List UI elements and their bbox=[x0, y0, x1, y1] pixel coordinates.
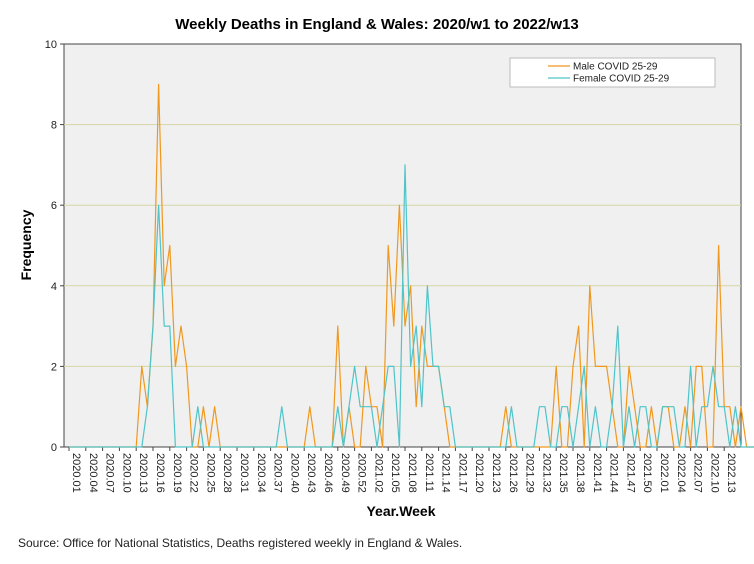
x-tick-label: 2020.25 bbox=[204, 453, 216, 493]
x-tick-label: 2020.46 bbox=[322, 453, 334, 493]
x-tick-label: 2020.16 bbox=[154, 453, 166, 493]
chart-title: Weekly Deaths in England & Wales: 2020/w… bbox=[175, 16, 579, 33]
x-tick-label: 2021.47 bbox=[624, 453, 636, 493]
y-tick-label: 4 bbox=[51, 281, 57, 293]
y-axis-label: Frequency bbox=[18, 209, 34, 280]
x-tick-label: 2020.22 bbox=[188, 453, 200, 493]
x-tick-label: 2020.10 bbox=[120, 453, 132, 493]
x-tick-label: 2021.17 bbox=[456, 453, 468, 493]
x-axis-label: Year.Week bbox=[366, 503, 435, 519]
x-tick-label: 2020.52 bbox=[356, 453, 368, 493]
gridlines bbox=[64, 124, 741, 367]
x-tick-label: 2020.04 bbox=[87, 453, 99, 493]
x-tick-label: 2021.14 bbox=[440, 453, 452, 493]
x-tick-label: 2020.40 bbox=[288, 453, 300, 493]
source-note: Source: Office for National Statistics, … bbox=[18, 536, 462, 550]
x-tick-label: 2022.13 bbox=[725, 453, 737, 493]
x-tick-label: 2021.20 bbox=[473, 453, 485, 493]
x-tick-label: 2020.37 bbox=[272, 453, 284, 493]
x-axis-ticks: 2020.01 2020.04 2020.07 2020.10 2020.13 2020.… bbox=[68, 447, 737, 493]
x-tick-label: 2020.01 bbox=[70, 453, 82, 493]
x-tick-label: 2021.41 bbox=[591, 453, 603, 493]
y-tick-label: 6 bbox=[51, 200, 57, 212]
x-tick-label: 2020.19 bbox=[171, 453, 183, 493]
x-tick-label: 2022.10 bbox=[708, 453, 720, 493]
series-lines bbox=[69, 83, 754, 448]
x-tick-label: 2020.07 bbox=[104, 453, 116, 493]
legend-label-male: Male COVID 25-29 bbox=[573, 62, 658, 73]
y-tick-label: 10 bbox=[45, 39, 57, 51]
x-tick-label: 2021.38 bbox=[574, 453, 586, 493]
x-tick-label: 2020.49 bbox=[339, 453, 351, 493]
x-tick-label: 2021.50 bbox=[641, 453, 653, 493]
x-tick-label: 2022.01 bbox=[658, 453, 670, 493]
legend-box bbox=[509, 57, 716, 88]
x-tick-label: 2020.43 bbox=[305, 453, 317, 493]
x-tick-label: 2020.13 bbox=[137, 453, 149, 493]
x-tick-label: 2021.32 bbox=[540, 453, 552, 493]
x-tick-label: 2021.26 bbox=[507, 453, 519, 493]
x-tick-label: 2020.28 bbox=[221, 453, 233, 493]
y-axis-ticks: 0 2 4 6 8 10 bbox=[45, 39, 64, 454]
x-tick-label: 2021.08 bbox=[406, 453, 418, 493]
series-line-female bbox=[69, 164, 754, 448]
y-tick-label: 2 bbox=[51, 361, 57, 373]
x-tick-label: 2021.29 bbox=[524, 453, 536, 493]
x-tick-label: 2021.23 bbox=[490, 453, 502, 493]
x-tick-label: 2021.02 bbox=[372, 453, 384, 493]
x-tick-label: 2021.35 bbox=[557, 453, 569, 493]
x-tick-label: 2021.44 bbox=[608, 453, 620, 493]
y-tick-label: 8 bbox=[51, 120, 57, 132]
x-tick-label: 2020.31 bbox=[238, 453, 250, 493]
legend: Male COVID 25-29 Female COVID 25-29 bbox=[509, 57, 716, 88]
legend-label-female: Female COVID 25-29 bbox=[573, 74, 670, 85]
x-tick-label: 2022.04 bbox=[675, 453, 687, 493]
y-tick-label: 0 bbox=[51, 442, 57, 454]
x-tick-label: 2020.34 bbox=[255, 453, 267, 493]
x-tick-label: 2021.05 bbox=[389, 453, 401, 493]
x-tick-label: 2021.11 bbox=[423, 453, 435, 492]
x-tick-label: 2022.07 bbox=[692, 453, 704, 493]
plot-area bbox=[63, 43, 742, 448]
